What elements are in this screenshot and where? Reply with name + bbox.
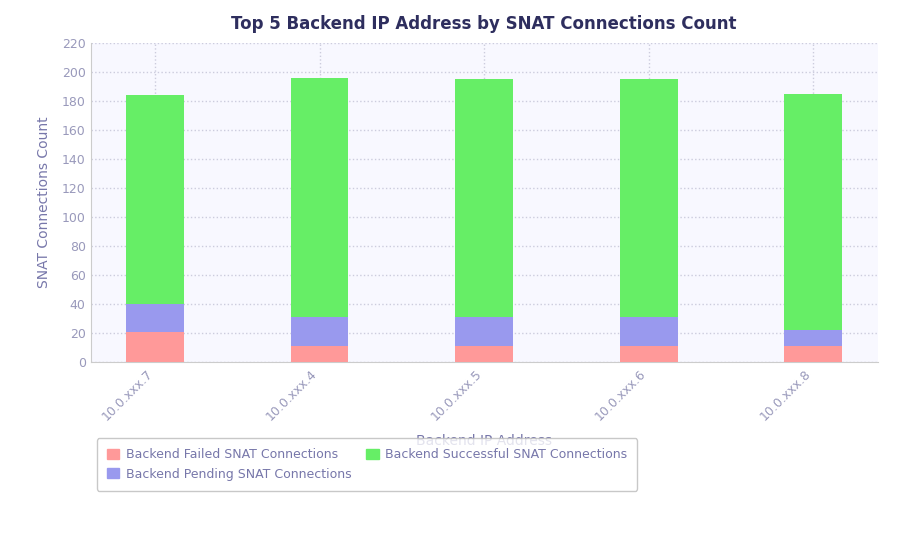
Title: Top 5 Backend IP Address by SNAT Connections Count: Top 5 Backend IP Address by SNAT Connect… [232,15,737,33]
Bar [620,346,678,362]
Bar [785,346,842,362]
Bar [127,304,184,332]
Legend: Backend Failed SNAT Connections, Backend Pending SNAT Connections, Backend Succe: Backend Failed SNAT Connections, Backend… [97,438,637,490]
Bar [785,330,842,346]
Bar [291,346,348,362]
Y-axis label: SNAT Connections Count: SNAT Connections Count [37,117,51,288]
Bar [455,317,513,346]
Bar [455,346,513,362]
Bar [127,332,184,362]
Bar [785,93,842,330]
Bar [291,317,348,346]
Bar [127,95,184,304]
X-axis label: Backend IP Address: Backend IP Address [416,434,552,448]
Bar [455,79,513,317]
Bar [620,79,678,317]
Bar [291,77,348,317]
Bar [620,317,678,346]
